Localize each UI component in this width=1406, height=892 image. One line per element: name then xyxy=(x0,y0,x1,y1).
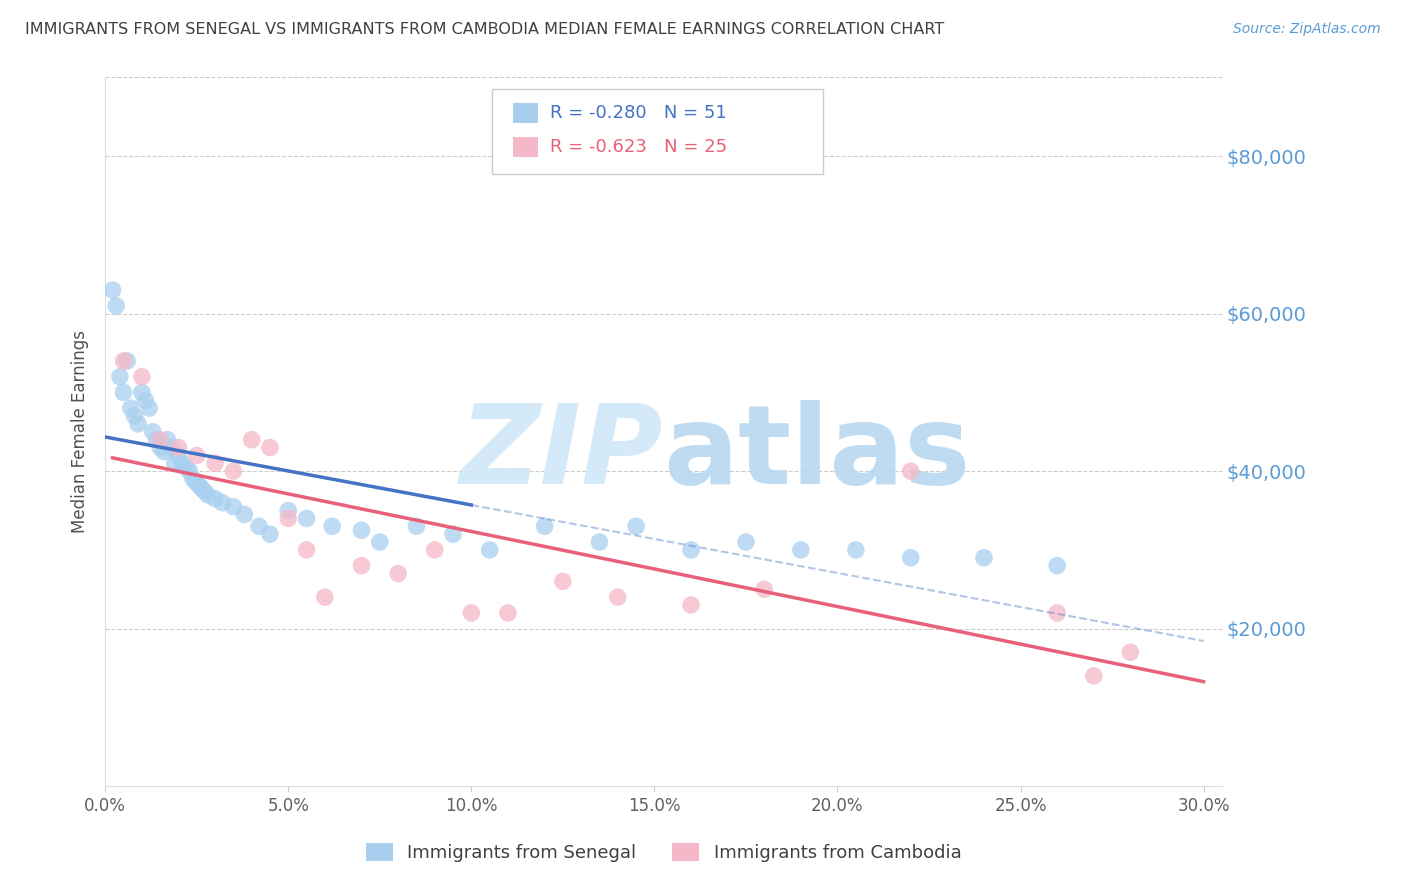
Point xyxy=(845,542,868,557)
Text: R = -0.280   N = 51: R = -0.280 N = 51 xyxy=(550,104,727,122)
Point xyxy=(222,464,245,478)
Point xyxy=(197,488,219,502)
Point xyxy=(134,393,156,408)
Point xyxy=(167,441,190,455)
Point xyxy=(496,606,519,620)
Text: Source: ZipAtlas.com: Source: ZipAtlas.com xyxy=(1233,22,1381,37)
Point xyxy=(163,456,186,470)
Point xyxy=(387,566,409,581)
Point xyxy=(321,519,343,533)
Point xyxy=(152,444,174,458)
Point xyxy=(127,417,149,431)
Point xyxy=(131,369,153,384)
Point xyxy=(900,550,922,565)
Point xyxy=(277,511,299,525)
Point xyxy=(295,542,318,557)
Point xyxy=(204,491,226,506)
Point xyxy=(423,542,446,557)
Point xyxy=(120,401,142,416)
Point xyxy=(222,500,245,514)
Point xyxy=(186,475,208,490)
Point xyxy=(193,483,215,498)
Point xyxy=(1083,669,1105,683)
Point xyxy=(368,535,391,549)
Point xyxy=(551,574,574,589)
Point xyxy=(112,385,135,400)
Point xyxy=(679,542,702,557)
Point xyxy=(1046,606,1069,620)
Point xyxy=(478,542,501,557)
Point xyxy=(606,590,628,604)
Point xyxy=(1119,645,1142,659)
Point xyxy=(350,523,373,537)
Legend: Immigrants from Senegal, Immigrants from Cambodia: Immigrants from Senegal, Immigrants from… xyxy=(359,836,969,869)
Point xyxy=(350,558,373,573)
Point xyxy=(112,354,135,368)
Point xyxy=(295,511,318,525)
Point xyxy=(405,519,427,533)
Point xyxy=(179,464,201,478)
Point xyxy=(679,598,702,612)
Point xyxy=(247,519,270,533)
Y-axis label: Median Female Earnings: Median Female Earnings xyxy=(72,330,89,533)
Point xyxy=(105,299,128,313)
Point xyxy=(211,496,233,510)
Point xyxy=(149,441,172,455)
Point xyxy=(533,519,555,533)
Point xyxy=(1046,558,1069,573)
Point xyxy=(900,464,922,478)
Point xyxy=(181,472,204,486)
Point xyxy=(190,480,212,494)
Point xyxy=(240,433,263,447)
Point xyxy=(160,441,183,455)
Text: atlas: atlas xyxy=(664,400,972,507)
Point xyxy=(101,283,124,297)
Point xyxy=(108,369,131,384)
Point xyxy=(259,441,281,455)
Point xyxy=(790,542,813,557)
Point xyxy=(973,550,995,565)
Text: ZIP: ZIP xyxy=(460,400,664,507)
Point xyxy=(277,503,299,517)
Point xyxy=(145,433,167,447)
Point xyxy=(460,606,482,620)
Point xyxy=(233,508,256,522)
Point xyxy=(259,527,281,541)
Point xyxy=(138,401,160,416)
Point xyxy=(172,456,194,470)
Point xyxy=(314,590,336,604)
Point xyxy=(754,582,776,597)
Point xyxy=(124,409,146,423)
Point xyxy=(204,456,226,470)
Point xyxy=(167,449,190,463)
Point xyxy=(588,535,610,549)
Point xyxy=(131,385,153,400)
Point xyxy=(624,519,647,533)
Point xyxy=(115,354,138,368)
Point xyxy=(441,527,464,541)
Point xyxy=(186,449,208,463)
Point xyxy=(142,425,165,439)
Text: IMMIGRANTS FROM SENEGAL VS IMMIGRANTS FROM CAMBODIA MEDIAN FEMALE EARNINGS CORRE: IMMIGRANTS FROM SENEGAL VS IMMIGRANTS FR… xyxy=(25,22,945,37)
Point xyxy=(156,433,179,447)
Point xyxy=(149,433,172,447)
Text: R = -0.623   N = 25: R = -0.623 N = 25 xyxy=(550,138,727,156)
Point xyxy=(735,535,758,549)
Point xyxy=(174,460,197,475)
